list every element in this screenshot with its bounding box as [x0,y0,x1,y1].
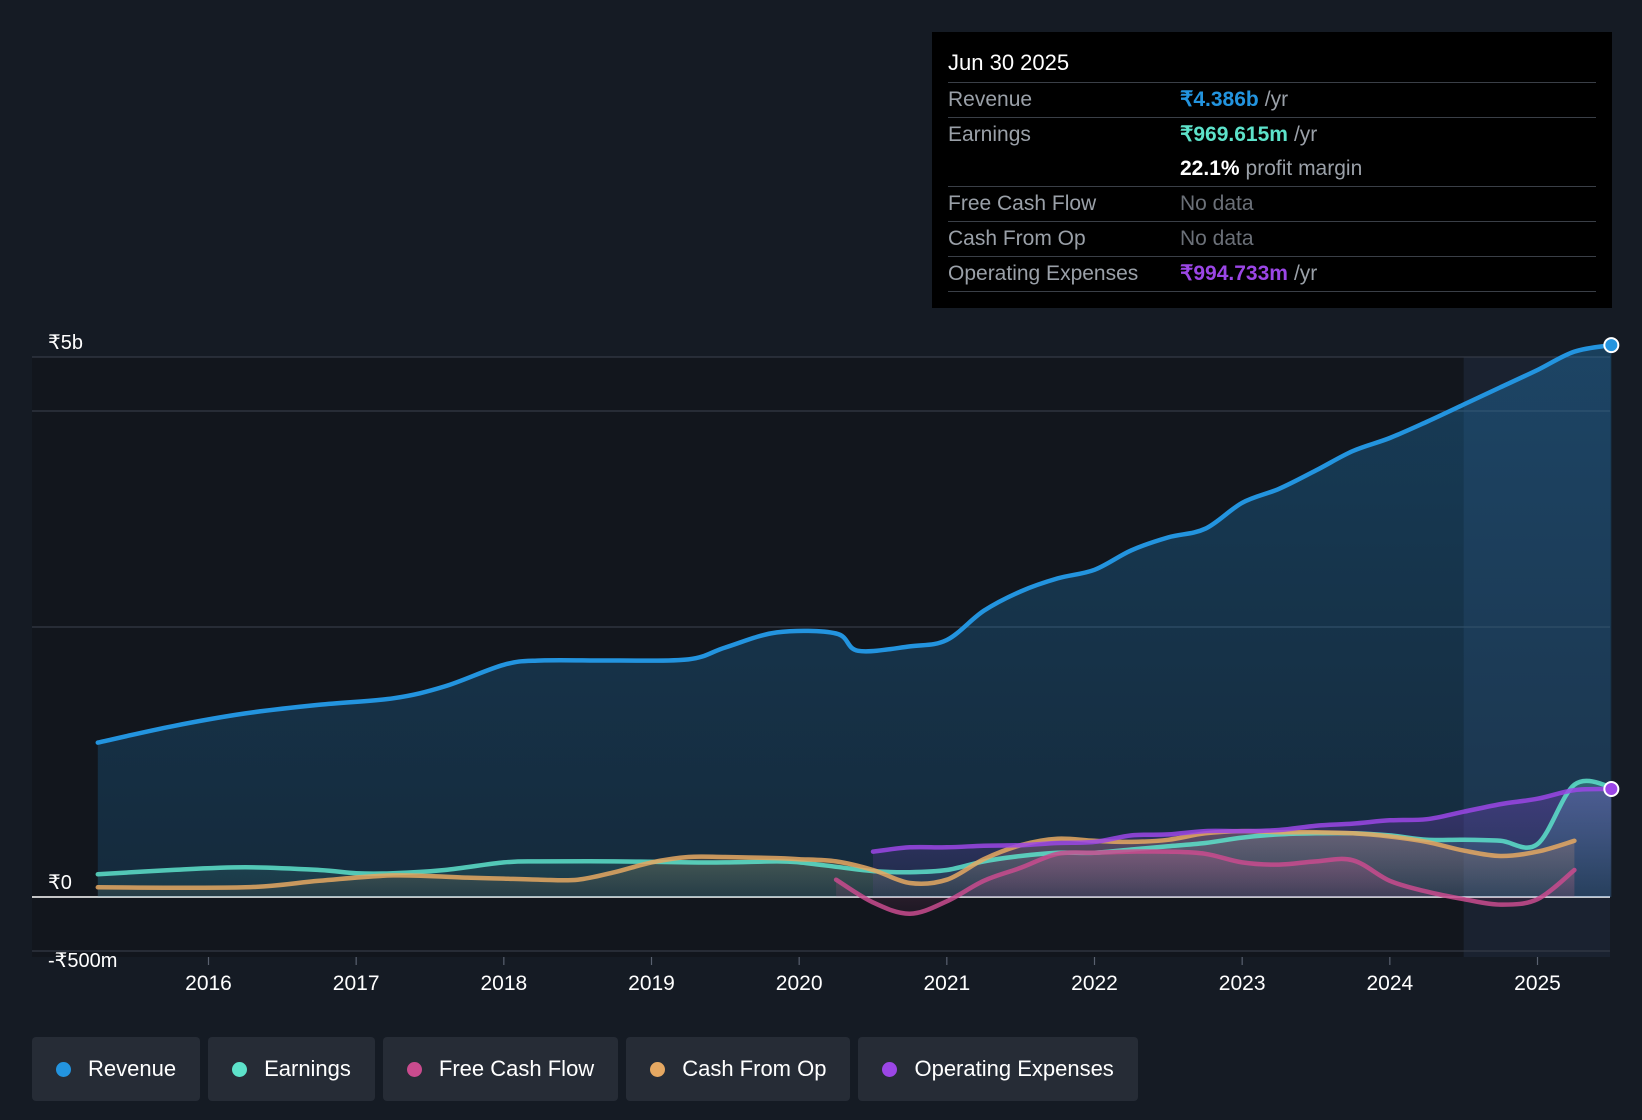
x-tick-label: 2019 [628,972,675,995]
legend-label: Operating Expenses [914,1056,1114,1081]
y-tick-label: ₹5b [48,332,83,354]
legend-dot-icon [56,1061,71,1077]
line-cash-from-op [95,828,1577,891]
tooltip-label: Earnings [948,123,1031,146]
tooltip-label [948,152,1180,186]
tooltip-label: Revenue [948,88,1033,111]
end-marker-operating-expenses [1603,781,1620,797]
tooltip-unit: /yr [1293,262,1318,285]
x-tick-label: 2018 [480,972,527,995]
line-revenue [95,342,1614,745]
x-tick-label: 2016 [185,972,232,995]
end-marker-revenue [1603,337,1620,354]
tooltip-row-free-cash-flow: Free Cash Flow No data [948,186,1596,221]
legend-item-free-cash-flow[interactable]: Free Cash Flow [382,1037,619,1101]
legend-dot-icon [882,1061,898,1077]
legend-dot-icon [650,1061,666,1077]
tooltip-panel: Jun 30 2025 Revenue ₹4.386b /yr Earnings… [932,32,1612,308]
line-free-cash-flow [833,849,1577,916]
tooltip-label: Operating Expenses [948,262,1139,285]
legend-item-revenue[interactable]: Revenue [32,1037,201,1101]
legend-item-earnings[interactable]: Earnings [208,1037,375,1101]
tooltip-unit: profit margin [1245,157,1363,180]
legend-label: Free Cash Flow [438,1056,595,1081]
area-operating-expenses [873,789,1612,897]
legend-dot-icon [232,1061,248,1077]
tooltip-date: Jun 30 2025 [948,50,1070,75]
x-tick-label: 2024 [1366,972,1413,995]
legend: Revenue Earnings Free Cash Flow Cash Fro… [32,1037,1138,1101]
y-tick-label: ₹0 [48,872,72,894]
x-tick-label: 2020 [776,972,823,995]
y-tick-label: -₹500m [48,950,117,972]
tooltip-row-revenue: Revenue ₹4.386b /yr [948,82,1596,117]
tooltip-row-profit-margin: 22.1% profit margin [948,152,1596,186]
x-tick-label: 2017 [333,972,380,995]
tooltip-value: No data [1180,192,1254,215]
x-tick-label: 2023 [1219,972,1266,995]
legend-label: Revenue [88,1056,177,1081]
tooltip-row-earnings: Earnings ₹969.615m /yr [948,117,1596,152]
tooltip-value: 22.1% [1180,157,1240,180]
tooltip-row-operating-expenses: Operating Expenses ₹994.733m /yr [948,256,1596,292]
x-tick-label: 2022 [1071,972,1118,995]
area-revenue [97,345,1612,898]
tooltip-value: ₹969.615m [1180,123,1288,146]
legend-dot-icon [406,1061,422,1077]
line-operating-expenses [870,786,1614,854]
tooltip-unit: /yr [1293,123,1318,146]
x-tick-label: 2025 [1514,972,1561,995]
tooltip-unit: /yr [1264,88,1289,111]
x-tick-label: 2021 [923,972,970,995]
legend-item-cash-from-op[interactable]: Cash From Op [626,1037,851,1101]
legend-item-operating-expenses[interactable]: Operating Expenses [858,1037,1138,1101]
tooltip-row-cash-from-op: Cash From Op No data [948,221,1596,256]
tooltip-label: Cash From Op [948,227,1086,250]
legend-label: Cash From Op [682,1056,827,1081]
tooltip-value: ₹994.733m [1180,262,1288,285]
tooltip-label: Free Cash Flow [948,192,1097,215]
tooltip-value: ₹4.386b [1180,88,1259,111]
tooltip-value: No data [1180,227,1254,250]
legend-label: Earnings [264,1056,351,1081]
